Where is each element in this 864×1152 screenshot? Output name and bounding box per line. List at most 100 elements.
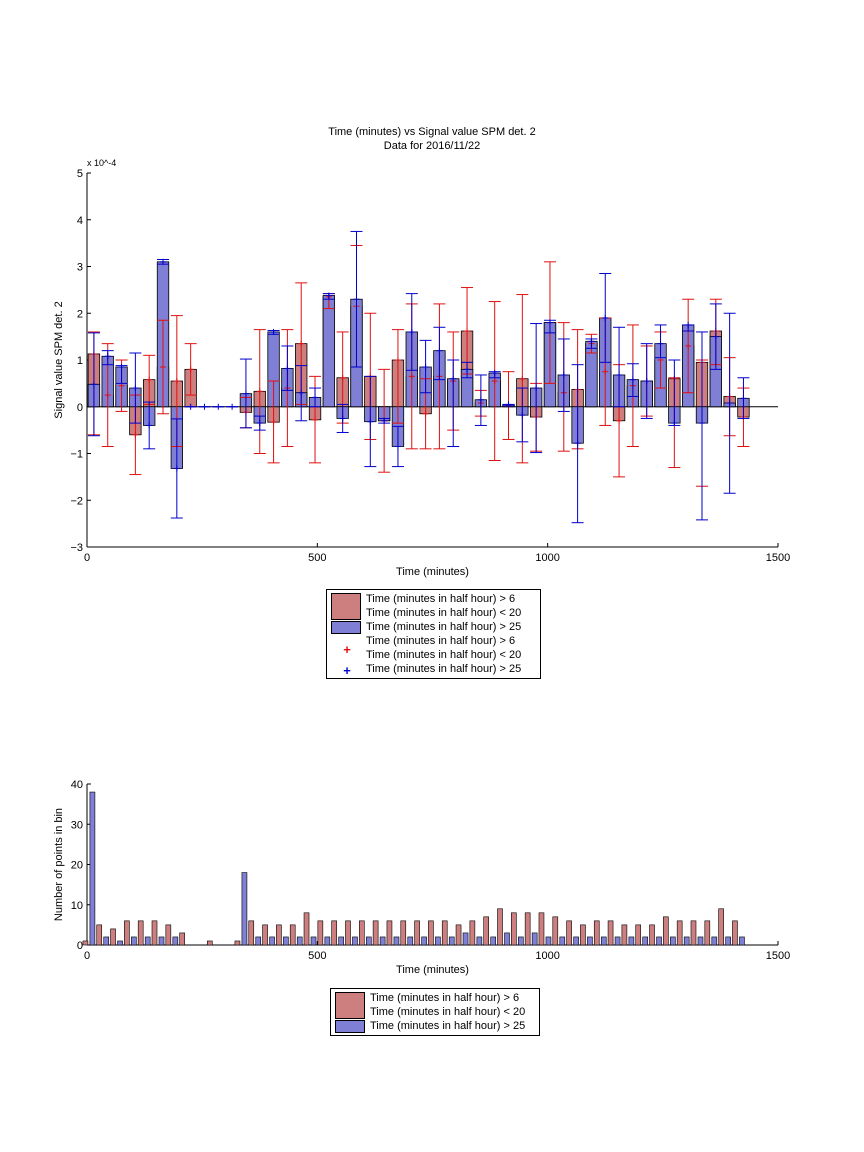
blue-count-bar bbox=[545, 936, 552, 946]
blue-count-bar bbox=[670, 936, 676, 946]
blue-count-bar bbox=[255, 936, 262, 946]
x-tick-label: 500 bbox=[308, 552, 326, 564]
red-count-bar bbox=[386, 920, 393, 946]
blue-bar-swatch bbox=[331, 621, 361, 634]
red-count-bar bbox=[248, 920, 255, 946]
blue-count-bar bbox=[117, 940, 123, 946]
red-count-bar bbox=[234, 940, 241, 946]
red-count-bar bbox=[718, 908, 724, 946]
count-histogram: 0 10 20 30 40 0 500 1000 1500 Time (minutes) Numbe… bbox=[53, 779, 790, 976]
blue-count-bar bbox=[393, 936, 400, 946]
blue-marker-swatch: + bbox=[343, 663, 351, 678]
blue-count-bar bbox=[338, 936, 344, 946]
blue-count-bar bbox=[366, 936, 372, 946]
y-tick-label: −1 bbox=[70, 449, 83, 461]
red-count-bar bbox=[511, 912, 517, 946]
red-count-bar bbox=[649, 924, 655, 946]
red-count-bar bbox=[303, 912, 310, 946]
red-count-bar bbox=[538, 912, 545, 946]
red-count-bar bbox=[524, 912, 531, 946]
red-count-bar bbox=[676, 920, 683, 946]
blue-count-bar bbox=[407, 936, 414, 946]
y-axis-label: Number of points in bin bbox=[53, 808, 65, 921]
blue-count-bar bbox=[131, 936, 137, 946]
blue-count-bar bbox=[269, 936, 275, 946]
chart-title: Time (minutes) vs Signal value SPM det. … bbox=[328, 126, 535, 138]
red-count-bar bbox=[124, 920, 130, 946]
y-tick-label: 5 bbox=[77, 168, 83, 180]
legend-entry-text: Time (minutes in half hour) < 20 bbox=[370, 1006, 526, 1018]
red-count-bar bbox=[110, 928, 116, 946]
y-tick-label: −2 bbox=[70, 495, 83, 507]
chart-subtitle: Data for 2016/11/22 bbox=[384, 140, 480, 152]
red-count-bar bbox=[414, 920, 420, 946]
legend-entry-text: Time (minutes in half hour) > 25 bbox=[370, 1020, 526, 1032]
blue-count-bar bbox=[711, 936, 718, 946]
blue-count-bar bbox=[448, 936, 455, 946]
blue-count-bar bbox=[490, 936, 496, 946]
legend-entry-text: Time (minutes in half hour) > 25 bbox=[366, 663, 522, 675]
blue-count-bar bbox=[462, 932, 469, 946]
legend-entry-text: Time (minutes in half hour) > 6 bbox=[366, 635, 516, 647]
blue-count-bar bbox=[310, 936, 317, 946]
y-tick-label: 1 bbox=[77, 355, 83, 367]
red-count-bar bbox=[552, 916, 559, 946]
red-count-bar bbox=[566, 920, 572, 946]
red-count-bar bbox=[483, 916, 489, 946]
blue-count-bar bbox=[172, 936, 179, 946]
blue-count-bar bbox=[283, 936, 289, 946]
y-tick-label: 10 bbox=[71, 900, 83, 912]
y-tick-label: 2 bbox=[77, 308, 83, 320]
red-count-bar bbox=[317, 920, 324, 946]
red-count-bar bbox=[289, 924, 296, 946]
legend-entry-text: Time (minutes in half hour) > 25 bbox=[366, 621, 522, 633]
red-count-bar bbox=[179, 932, 185, 946]
blue-count-bar bbox=[628, 936, 635, 946]
blue-count-bar bbox=[103, 936, 110, 946]
red-count-bar bbox=[607, 920, 614, 946]
x-axis-label: Time (minutes) bbox=[396, 566, 469, 578]
y-tick-label: 30 bbox=[71, 819, 83, 831]
blue-count-bar bbox=[296, 936, 303, 946]
x-tick-label: 1000 bbox=[535, 950, 559, 962]
signal-chart-legend: Time (minutes in half hour) > 6 Time (min… bbox=[326, 589, 541, 679]
red-count-bar bbox=[151, 920, 158, 946]
blue-count-bar bbox=[697, 936, 704, 946]
x-tick-label: 0 bbox=[84, 950, 90, 962]
y-tick-label: 20 bbox=[71, 860, 83, 872]
blue-count-bar bbox=[324, 936, 331, 946]
legend-entry-text: Time (minutes in half hour) < 20 bbox=[366, 607, 522, 619]
y-tick-label: 0 bbox=[77, 402, 83, 414]
red-count-bar bbox=[704, 920, 711, 946]
x-tick-label: 1500 bbox=[766, 552, 790, 564]
y-tick-label: 3 bbox=[77, 262, 83, 274]
red-count-bar bbox=[276, 924, 282, 946]
blue-count-bar bbox=[435, 936, 441, 946]
blue-bar-swatch bbox=[335, 1020, 365, 1033]
blue-count-bar bbox=[600, 936, 607, 946]
red-count-bar bbox=[262, 924, 268, 946]
red-count-bar bbox=[165, 924, 172, 946]
red-count-bar bbox=[345, 920, 351, 946]
red-count-bar bbox=[580, 924, 586, 946]
red-count-bar bbox=[455, 924, 462, 946]
red-count-bar bbox=[663, 916, 669, 946]
red-count-bar bbox=[732, 920, 738, 946]
legend-entry-text: Time (minutes in half hour) > 6 bbox=[366, 593, 516, 605]
blue-count-bar bbox=[144, 936, 151, 946]
x-tick-label: 0 bbox=[84, 552, 90, 564]
blue-count-bar bbox=[587, 936, 593, 946]
blue-count-bar bbox=[158, 936, 165, 946]
red-count-bar bbox=[469, 920, 476, 946]
red-count-bar bbox=[82, 940, 89, 946]
red-count-bar bbox=[428, 920, 434, 946]
red-count-bar bbox=[96, 924, 103, 946]
blue-count-bar bbox=[379, 936, 386, 946]
y-tick-label: 4 bbox=[77, 215, 83, 227]
blue-bar bbox=[322, 295, 336, 408]
red-count-bar bbox=[206, 940, 213, 946]
y-exponent-label: x 10^-4 bbox=[87, 158, 116, 168]
red-count-bar bbox=[137, 920, 144, 946]
blue-count-bar bbox=[725, 936, 731, 946]
